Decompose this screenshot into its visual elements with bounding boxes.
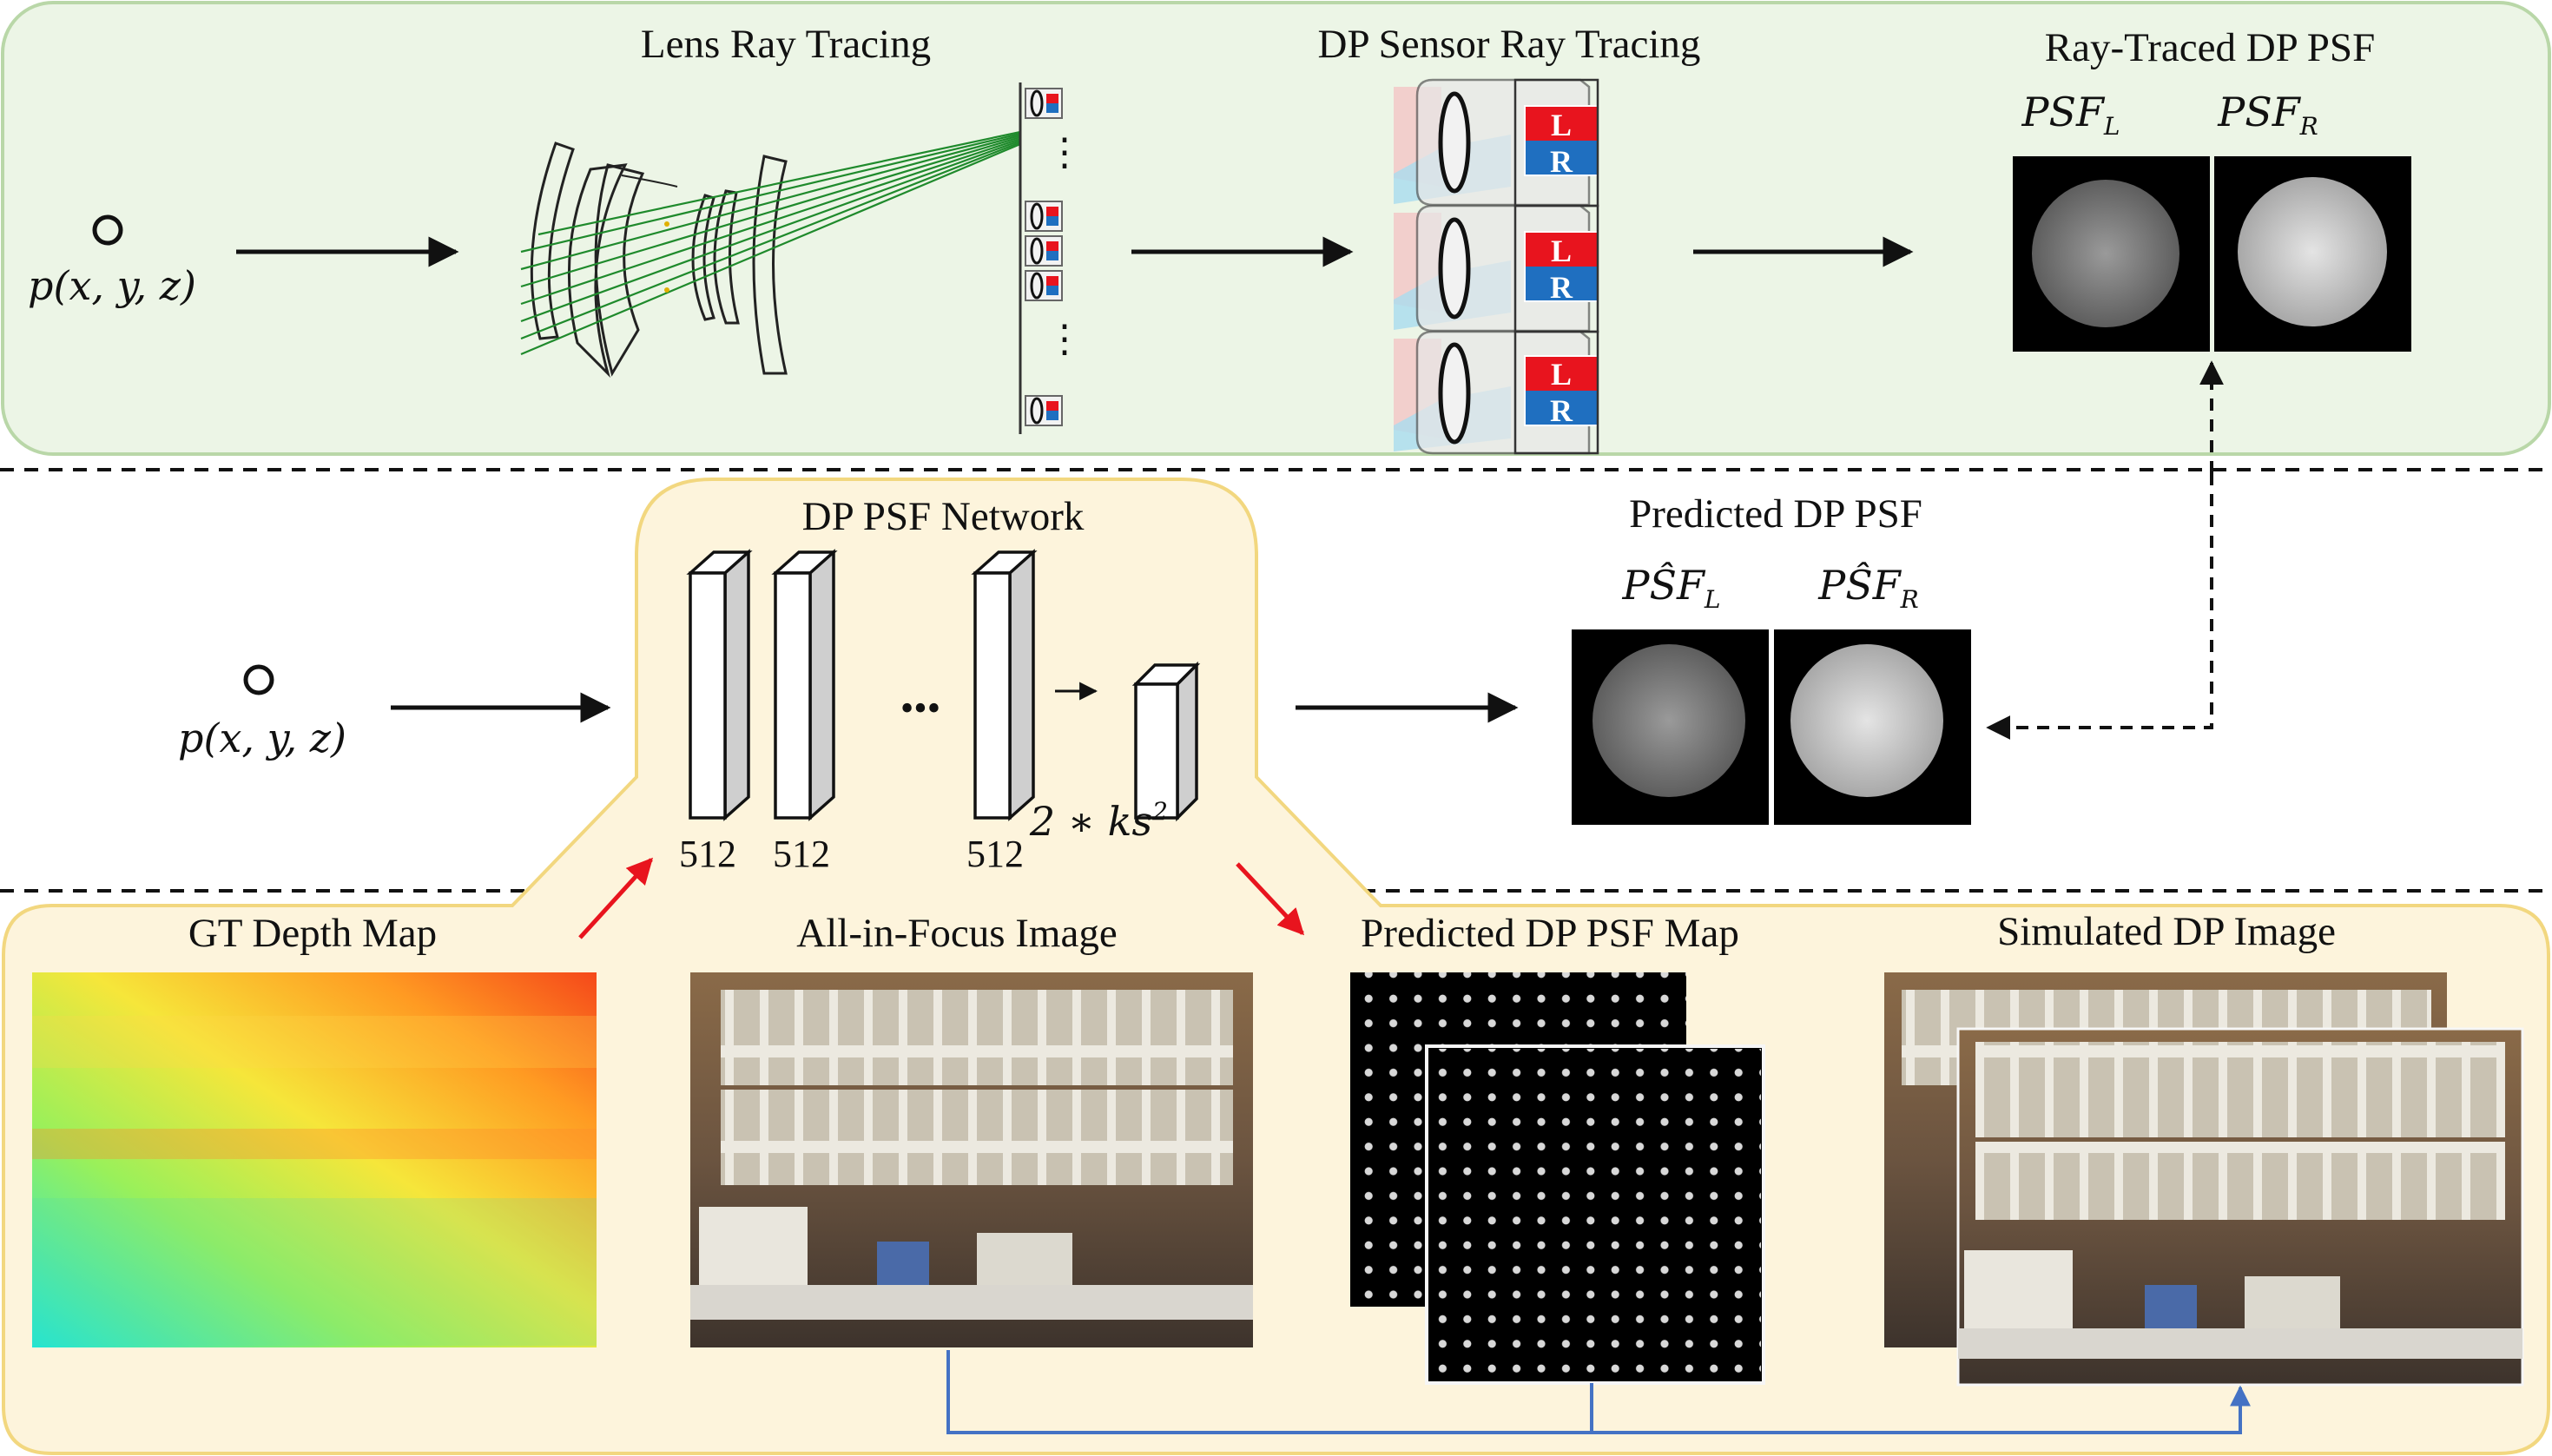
sensor-left-label: L xyxy=(1551,234,1572,268)
point-source-icon xyxy=(243,664,274,695)
sensor-left-label: L xyxy=(1551,357,1572,392)
psf-map-image xyxy=(1350,972,1765,1385)
arrow-network-to-psf-map xyxy=(1236,862,1305,936)
layer-size-1: 512 xyxy=(679,833,736,875)
simulated-dp-title: Simulated DP Image xyxy=(1997,909,2336,954)
psf-left-label: PSFL xyxy=(2021,89,2120,141)
point-label-top: p(x, y, z) xyxy=(28,262,196,309)
all-in-focus-title: All-in-Focus Image xyxy=(796,911,1117,956)
dp-sensor-unit-1: L R xyxy=(1394,78,1599,208)
psf-right-label: PSFR xyxy=(2217,89,2318,141)
gt-depth-map-image xyxy=(32,972,597,1347)
dp-psf-network-title: DP PSF Network xyxy=(802,494,1085,539)
combine-arrow xyxy=(946,1350,2251,1434)
layer-size-3: 512 xyxy=(966,833,1024,875)
network-layer-3 xyxy=(971,549,1038,821)
network-ellipsis: ••• xyxy=(900,687,940,729)
lens-ray-tracing-title: Lens Ray Tracing xyxy=(641,22,931,67)
sensor-right-label: R xyxy=(1550,144,1573,179)
sensor-ellipsis-upper: ⋮ xyxy=(1045,131,1084,174)
network-layer-1 xyxy=(686,549,753,821)
output-size-label: 2 ∗ ks2 xyxy=(1029,797,1168,845)
layer-size-2: 512 xyxy=(773,833,830,875)
sensor-pixel-group xyxy=(1025,88,1063,119)
sensor-left-label: L xyxy=(1551,108,1572,142)
sensor-strip: ⋮ ⋮ xyxy=(1019,82,1084,434)
ray-bundle xyxy=(520,130,1021,356)
point-label-middle: p(x, y, z) xyxy=(178,715,346,761)
dp-sensor-ray-tracing-title: DP Sensor Ray Tracing xyxy=(1318,22,1701,67)
arrow-depth-to-network xyxy=(578,857,654,939)
pred-psf-right-label: PŜFR xyxy=(1817,561,1918,614)
sensor-right-label: R xyxy=(1550,270,1573,305)
predicted-psf-images xyxy=(1572,629,1971,825)
sensor-ellipsis-lower: ⋮ xyxy=(1045,318,1084,360)
ray-tracing-panel xyxy=(1,1,2551,456)
ray-traced-psf-images xyxy=(2013,156,2411,352)
all-in-focus-image xyxy=(690,972,1253,1347)
dp-sensor-unit-2: L R xyxy=(1394,204,1599,333)
loss-feedback-arrow xyxy=(1986,473,2213,740)
gt-depth-map-title: GT Depth Map xyxy=(188,911,437,956)
simulated-dp-image xyxy=(1884,972,2524,1387)
psf-map-title: Predicted DP PSF Map xyxy=(1361,911,1739,956)
point-source-icon xyxy=(92,214,123,246)
predicted-dp-psf-title: Predicted DP PSF xyxy=(1629,491,1922,537)
sensor-right-label: R xyxy=(1550,393,1573,428)
dp-sensor-unit-3: L R xyxy=(1394,330,1599,455)
pred-psf-left-label: PŜFL xyxy=(1622,561,1721,614)
network-layer-2 xyxy=(771,549,838,821)
network-output-layer xyxy=(1131,661,1201,822)
ray-traced-dp-psf-title: Ray-Traced DP PSF xyxy=(2045,25,2375,70)
